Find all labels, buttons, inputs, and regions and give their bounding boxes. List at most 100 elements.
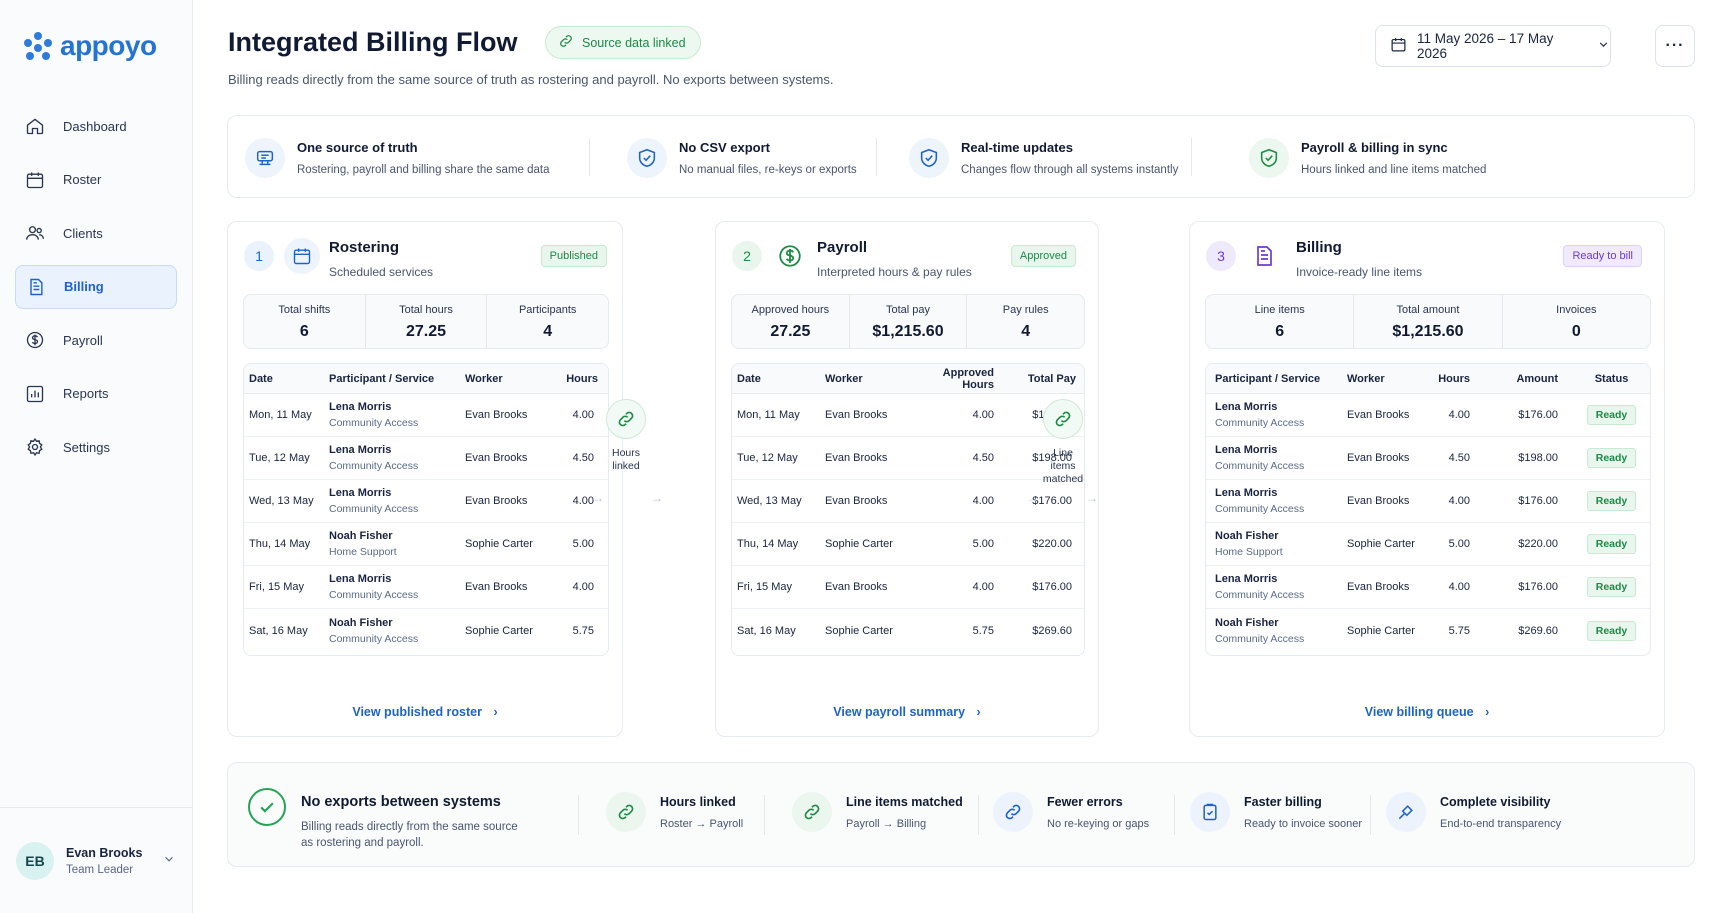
more-icon: ··· — [1665, 37, 1685, 54]
link-icon — [558, 33, 574, 52]
sidebar-item-settings[interactable]: Settings — [15, 425, 177, 469]
feature-desc: No manual files, re-keys or exports — [679, 163, 857, 176]
service-name: Community Access — [329, 503, 419, 515]
sidebar-item-clients[interactable]: Clients — [15, 211, 177, 255]
band-title: No exports between systems — [301, 794, 501, 810]
cell-worker: Evan Brooks — [825, 495, 888, 507]
participant-name: Lena Morris — [1215, 444, 1278, 456]
payroll-card: 2 Payroll Interpreted hours & pay rules … — [715, 221, 1099, 737]
sidebar-item-reports[interactable]: Reports — [15, 372, 177, 416]
cell-worker: Evan Brooks — [1347, 409, 1410, 421]
cell-worker: Sophie Carter — [825, 624, 893, 637]
view-published-roster-link[interactable]: View published roster › — [352, 705, 498, 719]
cell-amount: $176.00 — [1518, 581, 1558, 593]
service-name: Community Access — [1215, 632, 1305, 645]
calendar-icon — [284, 238, 320, 274]
service-name: Community Access — [329, 460, 419, 472]
user-name: Evan Brooks — [66, 845, 143, 860]
cell-participant: Noah Fisher Home Support — [324, 530, 460, 558]
status-badge: Ready — [1586, 448, 1637, 468]
chevron-right-icon: › — [493, 705, 498, 719]
connector-label: Line — [1053, 447, 1073, 459]
cell-participant: Lena Morris Community Access — [1206, 444, 1342, 472]
table-row: Tue, 12 May Evan Brooks 4.50 $198.00 — [732, 437, 1084, 480]
cell-status: Ready — [1568, 405, 1650, 425]
database-icon — [245, 137, 285, 178]
cell-date: Thu, 14 May — [737, 538, 799, 550]
cell-status: Ready — [1568, 491, 1650, 511]
cell-worker: Sophie Carter — [465, 624, 533, 637]
cell-hours: 4.00 — [572, 581, 594, 593]
check-circle-icon — [248, 788, 286, 826]
participant-name: Noah Fisher — [329, 530, 393, 542]
feature-realtime: Real-time updates Changes flow through al… — [909, 116, 1178, 199]
chevron-down-icon[interactable] — [162, 852, 176, 869]
date-range-picker[interactable]: 11 May 2026 – 17 May 2026 — [1375, 25, 1611, 67]
stats-row: Approved hours 27.25 Total pay $1,215.60 P… — [731, 294, 1085, 349]
sidebar-item-roster[interactable]: Roster — [15, 158, 177, 202]
users-icon — [25, 223, 45, 243]
cell-pay: $176.00 — [1032, 581, 1072, 593]
table-row: Wed, 13 May Evan Brooks 4.00 $176.00 — [732, 480, 1084, 523]
status-badge: Ready — [1586, 620, 1637, 641]
participant-name: Lena Morris — [329, 487, 392, 499]
user-menu[interactable]: EB Evan Brooks Team Leader — [0, 807, 192, 913]
cell-worker: Sophie Carter — [1347, 538, 1415, 550]
cell-participant: Lena Morris Community Access — [324, 401, 460, 429]
view-billing-queue-link[interactable]: View billing queue › — [1364, 705, 1490, 719]
card-title: Rostering — [329, 239, 400, 256]
line-items-matched-connector: Line items matched — [1038, 399, 1088, 486]
cell-hours: 5.75 — [1448, 624, 1470, 637]
feature-title: One source of truth — [297, 139, 418, 155]
participant-name: Lena Morris — [1215, 487, 1278, 499]
stat-total-shifts: Total shifts 6 — [244, 295, 366, 348]
cell-amount: $220.00 — [1518, 538, 1558, 550]
service-name: Community Access — [1215, 503, 1305, 515]
card-subtitle: Scheduled services — [329, 265, 434, 279]
more-options-button[interactable]: ··· — [1655, 25, 1695, 67]
main-content: Integrated Billing Flow Source data link… — [193, 0, 1723, 913]
view-payroll-summary-link[interactable]: View payroll summary › — [833, 705, 981, 719]
arrow-right-icon: → — [651, 491, 663, 505]
sidebar-item-billing[interactable]: Billing — [15, 264, 177, 309]
page-subtitle: Billing reads directly from the same sou… — [228, 72, 834, 87]
connector-label: Hours — [611, 447, 640, 459]
cell-participant: Lena Morris Community Access — [1206, 401, 1342, 429]
cell-hours: 5.00 — [572, 538, 594, 550]
status-badge: Ready to bill — [1563, 245, 1642, 267]
stat-participants: Participants 4 — [518, 304, 577, 340]
service-name: Community Access — [329, 417, 419, 429]
stats-row: Line items 6 Total amount $1,215.60 Invoic… — [1205, 294, 1651, 349]
card-subtitle: Interpreted hours & pay rules — [817, 265, 972, 279]
sidebar-item-dashboard[interactable]: Dashboard — [15, 104, 177, 148]
home-icon — [25, 116, 45, 136]
payroll-table: Date Worker Approved Hours Total Pay Mon… — [731, 363, 1085, 656]
benefit-complete-visibility: Complete visibility End-to-end transparen… — [1386, 792, 1561, 832]
feature-title: Payroll & billing in sync — [1301, 139, 1448, 155]
cell-participant: Lena Morris Community Access — [324, 444, 460, 472]
stat-total-amount: Total amount $1,215.60 — [1354, 295, 1503, 348]
chevron-right-icon: › — [976, 705, 981, 719]
sidebar-item-label: Clients — [63, 225, 103, 241]
cell-hours: 5.75 — [572, 624, 594, 637]
stat-approved-hours: Approved hours 27.25 — [732, 295, 850, 348]
table-row: Tue, 12 May Lena Morris Community Access Ev… — [244, 437, 608, 480]
service-name: Community Access — [329, 589, 419, 601]
link-icon — [606, 792, 646, 832]
table-row: Fri, 15 May Evan Brooks 4.00 $176.00 — [732, 566, 1084, 609]
cell-status: Ready — [1568, 448, 1650, 468]
no-exports-summary: No exports between systems Billing reads… — [227, 762, 1695, 867]
cell-hours: 4.00 — [972, 495, 994, 507]
cell-status: Ready — [1568, 620, 1650, 641]
feature-in-sync: Payroll & billing in sync Hours linked an… — [1249, 116, 1486, 199]
participant-name: Noah Fisher — [1215, 616, 1279, 629]
cell-date: Fri, 15 May — [737, 581, 793, 593]
status-badge: Ready — [1586, 491, 1637, 511]
cell-hours: 4.00 — [572, 495, 594, 507]
cell-date: Wed, 13 May — [737, 495, 802, 507]
gear-icon — [25, 437, 45, 457]
cell-status: Ready — [1568, 577, 1650, 597]
sidebar-item-payroll[interactable]: Payroll — [15, 318, 177, 362]
cell-status: Ready — [1568, 534, 1650, 554]
brand-logo[interactable]: appoyo — [24, 30, 157, 62]
